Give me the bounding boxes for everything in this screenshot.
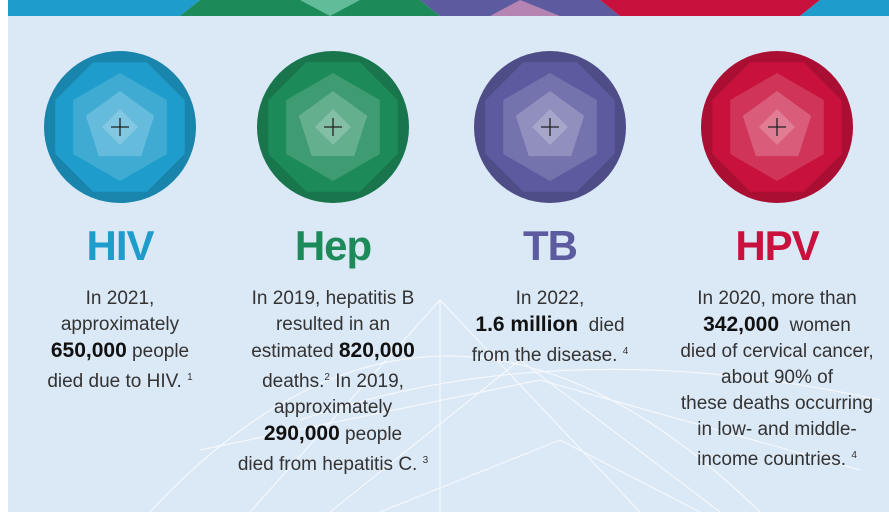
text: income countries.: [697, 449, 851, 470]
text: died due to HIV.: [47, 371, 187, 392]
statistic: 290,000: [264, 422, 340, 445]
icon: [257, 51, 409, 203]
text: deaths.: [262, 371, 324, 392]
text-line: died from hepatitis C. 3: [183, 448, 483, 478]
text: people: [127, 341, 189, 362]
text: In 2020, more than: [697, 288, 857, 309]
footnote-ref: 4: [851, 450, 857, 461]
icon: [701, 51, 853, 203]
text-line: approximately: [183, 395, 483, 421]
text: died of cervical cancer,: [680, 341, 873, 362]
icon: [474, 51, 626, 203]
text: In 2022,: [516, 288, 585, 309]
text-line: deaths.2 In 2019,: [183, 365, 483, 395]
text: these deaths occurring: [681, 393, 873, 414]
text: died from hepatitis C.: [238, 454, 423, 475]
top-strip: [8, 0, 889, 16]
footnote-ref: 3: [423, 455, 429, 466]
text: approximately: [61, 314, 179, 335]
text: in low- and middle-: [697, 419, 856, 440]
text: In 2019,: [330, 371, 404, 392]
column-title: HPV: [627, 222, 889, 270]
text-line: these deaths occurring: [627, 391, 889, 417]
text: approximately: [274, 397, 392, 418]
text-line: died of cervical cancer,: [627, 339, 889, 365]
text: people: [340, 424, 402, 445]
text: about 90% of: [721, 367, 833, 388]
text-line: in low- and middle-: [627, 417, 889, 443]
statistic: 1.6 million: [475, 313, 578, 336]
icon: [44, 51, 196, 203]
statistic: 342,000: [703, 313, 779, 336]
text: women: [779, 315, 851, 336]
text: died: [578, 315, 624, 336]
text-line: about 90% of: [627, 365, 889, 391]
text-line: income countries. 4: [627, 443, 889, 473]
text-line: 290,000 people: [183, 421, 483, 448]
text: In 2021,: [86, 288, 155, 309]
text: estimated: [251, 341, 339, 362]
text: resulted in an: [276, 314, 390, 335]
text-line: In 2020, more than: [627, 286, 889, 312]
text-line: 342,000 women: [627, 312, 889, 339]
text: from the disease.: [472, 345, 623, 366]
statistic: 650,000: [51, 339, 127, 362]
infographic: HIVIn 2021,approximately650,000 peopledi…: [0, 0, 889, 512]
text: In 2019, hepatitis B: [252, 288, 415, 309]
